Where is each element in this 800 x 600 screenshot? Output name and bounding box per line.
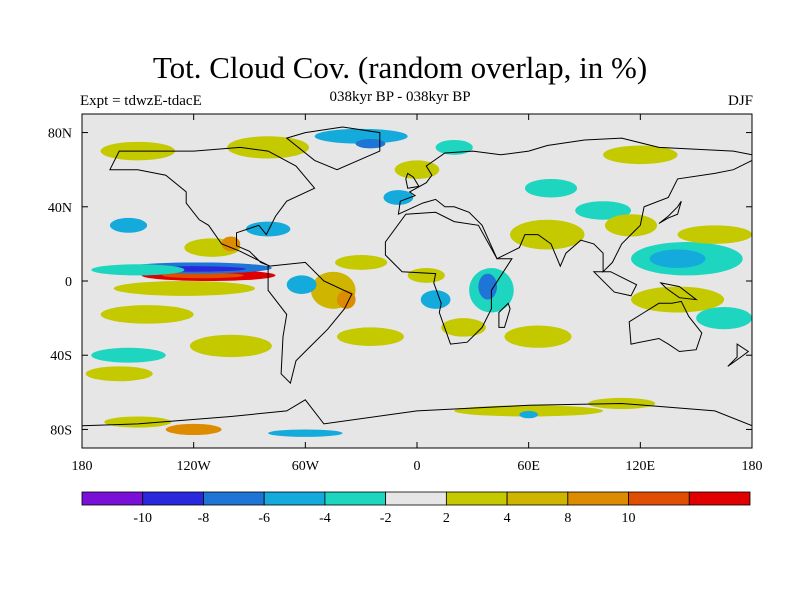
anomaly-patch [519,410,538,419]
x-tick-label: 0 [414,459,421,474]
x-tick-label: 60E [517,459,540,474]
anomaly-patch [504,325,572,348]
y-tick-label: 80S [50,423,72,438]
anomaly-patch [478,273,498,300]
x-tick-label: 120E [626,459,656,474]
anomaly-patch [227,136,310,159]
anomaly-patch [435,139,473,155]
colorbar-label: 10 [622,511,636,526]
anomaly-patch [649,249,706,269]
colorbar-label: 2 [443,511,450,526]
plot-title: Tot. Cloud Cov. (random overlap, in %) [152,50,648,85]
anomaly-patch [165,423,222,436]
anomaly-patch [524,178,578,198]
colorbar-label: -6 [258,511,270,526]
anomaly-patch [454,405,604,417]
y-tick-label: 0 [65,275,72,290]
colorbar-label: -4 [319,511,331,526]
coastline-indonesia [592,271,638,297]
coastline-new-zealand [727,343,750,367]
anomaly-patch [189,334,272,358]
coastline-eurasia [397,137,752,273]
anomaly-patch [420,290,451,309]
x-tick-label: 60W [292,459,320,474]
colorbar-swatch [628,491,690,506]
anomaly-patch [336,327,404,346]
season-label: DJF [727,93,753,109]
anomaly-patch [355,139,386,149]
anomaly-patch [603,145,678,165]
coastline-south-america [267,261,353,385]
y-tick-label: 80N [48,127,72,142]
anomaly-patch [245,221,291,237]
anomaly-patch [100,305,194,324]
anomaly-patch [314,128,408,144]
coastline-north-america [109,146,316,267]
anomaly-patch [575,201,632,220]
colorbar-swatch [445,491,508,506]
colorbar-swatch [203,491,265,506]
colorbar-label: -2 [380,511,392,526]
x-tick-label: 120W [177,459,212,474]
colorbar-swatch [567,491,629,506]
coastlines [82,126,752,448]
anomaly-patch [113,281,256,296]
colorbar-label: -10 [133,511,152,526]
anomaly-patch [109,217,148,233]
anomaly-patch [383,190,414,205]
anomaly-patch [696,306,752,330]
anomaly-patch [162,272,244,279]
colorbar-swatch [81,491,144,506]
coastline-new-guinea [659,282,698,301]
coastline-africa [384,211,513,345]
colorbar-swatch [142,491,204,506]
colorbar-swatch [324,491,387,506]
anomaly-field [85,128,752,437]
anomaly-patch [604,214,658,237]
map-axes: 180 120W 60W 0 60E 120E 180 80N 40N 0 40S 80S [48,114,763,474]
colorbar-swatch [688,491,751,506]
anomaly-patch [407,268,445,283]
coastline-australia [628,300,703,353]
colorbar-label: 8 [564,511,571,526]
colorbar-swatch [385,491,447,506]
coastline-madagascar [498,302,511,328]
colorbar-label: -8 [198,511,210,526]
x-tick-label: 180 [72,459,93,474]
coastline-japan [658,200,682,224]
y-tick-label: 40S [50,349,72,364]
y-tick-label: 40N [48,201,72,216]
coastline-greenland [285,126,381,171]
x-tick-label: 180 [742,459,763,474]
anomaly-patch [221,236,241,252]
anomaly-patch [677,225,752,244]
anomaly-patch [91,264,185,276]
anomaly-patch [85,366,153,382]
coastline-antarctica [82,399,752,448]
anomaly-patch [286,275,317,294]
anomaly-patch [91,347,166,363]
anomaly-patch [394,160,440,179]
colorbar: -10 -8 -6 -4 -2 2 4 8 10 [81,491,751,526]
colorbar-swatch [506,491,569,506]
coastline-uk [405,172,420,189]
anomaly-patch [441,318,486,337]
anomaly-patch [510,219,585,250]
colorbar-label: 4 [504,511,511,526]
experiment-label: Expt = tdwzE-tdacE [80,93,202,109]
plot-subtitle: 038kyr BP - 038kyr BP [329,89,471,105]
anomaly-patch [268,429,343,437]
colorbar-swatch [263,491,326,506]
anomaly-patch [335,255,388,270]
